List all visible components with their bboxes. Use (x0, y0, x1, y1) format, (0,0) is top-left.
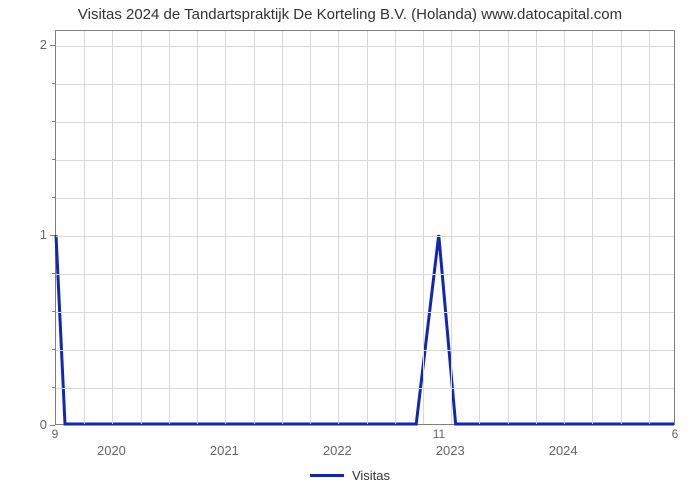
gridline-v (112, 31, 113, 424)
y-axis-minor-tick (52, 197, 55, 198)
x-year-label: 2023 (436, 443, 465, 458)
series-polyline (56, 235, 674, 424)
x-value-label: 9 (52, 427, 59, 441)
gridline-h (56, 84, 674, 85)
y-axis-label: 2 (17, 37, 47, 52)
x-value-label: 11 (433, 427, 445, 441)
legend-swatch (310, 474, 344, 477)
gridline-h (56, 122, 674, 123)
line-series (56, 31, 674, 424)
chart-title: Visitas 2024 de Tandartspraktijk De Kort… (0, 6, 700, 23)
chart-container: Visitas 2024 de Tandartspraktijk De Kort… (0, 0, 700, 500)
x-year-label: 2020 (97, 443, 126, 458)
x-year-label: 2021 (210, 443, 239, 458)
y-axis-minor-tick (52, 83, 55, 84)
gridline-v (169, 31, 170, 424)
y-axis-minor-tick (52, 349, 55, 350)
y-axis-label: 0 (17, 417, 47, 432)
legend-label: Visitas (352, 468, 390, 483)
gridline-v (451, 31, 452, 424)
gridline-v (621, 31, 622, 424)
gridline-h (56, 388, 674, 389)
gridline-v (141, 31, 142, 424)
gridline-h (56, 350, 674, 351)
gridline-v (254, 31, 255, 424)
gridline-v (508, 31, 509, 424)
gridline-v (310, 31, 311, 424)
gridline-v (225, 31, 226, 424)
gridline-h (56, 160, 674, 161)
y-axis-tick (50, 235, 55, 236)
gridline-v (592, 31, 593, 424)
x-year-label: 2022 (323, 443, 352, 458)
y-axis-tick (50, 425, 55, 426)
gridline-h (56, 46, 674, 47)
y-axis-minor-tick (52, 311, 55, 312)
y-axis-minor-tick (52, 159, 55, 160)
gridline-v (536, 31, 537, 424)
y-axis-minor-tick (52, 387, 55, 388)
gridline-v (367, 31, 368, 424)
gridline-v (338, 31, 339, 424)
y-axis-label: 1 (17, 227, 47, 242)
y-axis-minor-tick (52, 273, 55, 274)
plot-area (55, 30, 675, 425)
gridline-v (564, 31, 565, 424)
x-year-label: 2024 (549, 443, 578, 458)
gridline-v (197, 31, 198, 424)
gridline-h (56, 236, 674, 237)
gridline-v (282, 31, 283, 424)
gridline-v (395, 31, 396, 424)
gridline-v (423, 31, 424, 424)
gridline-h (56, 312, 674, 313)
gridline-v (649, 31, 650, 424)
gridline-h (56, 274, 674, 275)
y-axis-tick (50, 45, 55, 46)
gridline-v (84, 31, 85, 424)
legend: Visitas (0, 468, 700, 483)
gridline-v (479, 31, 480, 424)
gridline-h (56, 198, 674, 199)
y-axis-minor-tick (52, 121, 55, 122)
x-value-label: 6 (672, 427, 679, 441)
